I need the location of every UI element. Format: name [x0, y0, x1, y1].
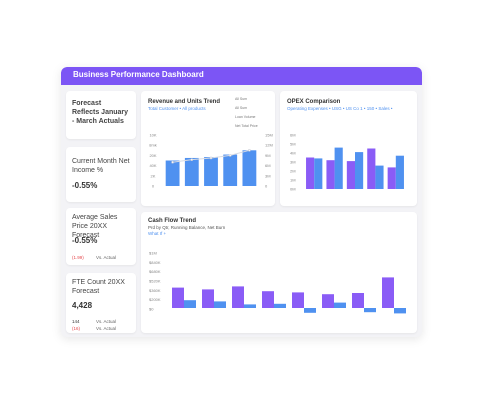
cashflow-bar: [244, 304, 256, 308]
cashflow-bar: [334, 302, 346, 308]
opex-panel: OPEX Comparison Operating Expenses • USG…: [280, 91, 417, 206]
opex-axis-tick-label: 6M: [290, 133, 296, 138]
opex-chart: 6M 5M 4M 3M 2M 1M 0M: [290, 133, 404, 192]
cashflow-bar: [214, 301, 226, 308]
kpi-net-income-title: Current Month Net Income %: [72, 158, 130, 174]
cashflow-chart: $1M $840K $680K $520K $360K $200K $0: [149, 251, 406, 314]
revenue-bar: [184, 157, 199, 186]
cashflow-axis-tick-label: $840K: [149, 260, 161, 265]
revenue-chart: 10K 8mk 20K 40K 2K 0 15M 12M 9M 6M 3M 0: [149, 133, 273, 189]
revenue-bar: [204, 157, 218, 186]
units-point: [190, 158, 194, 161]
revenue-right-tick-label: 3M: [265, 173, 271, 178]
cashflow-axis-tick-label: $200K: [149, 297, 161, 302]
revenue-legend-1: All Sum: [235, 97, 248, 101]
kpi-net-income-card[interactable]: Current Month Net Income % -0.55%: [66, 147, 136, 202]
kpi-avg-price-card[interactable]: Average Sales Price 20XX Forecast -0.55%…: [66, 208, 136, 265]
cashflow-bar: [364, 308, 376, 313]
app-title: Business Performance Dashboard: [73, 70, 204, 79]
kpi-net-income-value: -0.55%: [72, 181, 98, 190]
kpi-avg-price-delta-label: Vs. Actual: [96, 255, 117, 260]
cashflow-bar: [184, 300, 196, 308]
revenue-left-tick-label: 10K: [149, 133, 156, 138]
cashflow-bar: [172, 287, 184, 308]
opex-axis-tick-label: 0M: [290, 187, 296, 192]
opex-title: OPEX Comparison: [287, 99, 341, 105]
opex-bar: [387, 167, 396, 189]
cashflow-bar: [382, 277, 394, 308]
cashflow-bar: [262, 291, 274, 308]
revenue-left-tick-label: 40K: [149, 163, 156, 168]
units-point: [209, 156, 213, 160]
cashflow-axis-tick-label: $680K: [149, 269, 161, 274]
cashflow-bar: [292, 292, 304, 308]
cashflow-bar: [322, 294, 334, 308]
opex-bar: [375, 165, 384, 189]
revenue-bar: [165, 160, 180, 186]
revenue-right-tick-label: 12M: [265, 143, 273, 148]
revenue-left-tick-label: 0: [152, 184, 155, 189]
kpi-fte-card[interactable]: FTE Count 20XX Forecast 4,428 144 Vs. Ac…: [66, 273, 136, 333]
what-if-link[interactable]: What If +: [148, 231, 167, 236]
opex-bar: [314, 158, 323, 189]
revenue-title: Revenue and Units Trend: [148, 99, 221, 105]
cashflow-bar: [232, 286, 244, 308]
opex-axis-tick-label: 4M: [290, 151, 296, 156]
units-point: [228, 154, 232, 157]
cashflow-title: Cash Flow Trend: [148, 218, 197, 224]
kpi-forecast-card[interactable]: Forecast Reflects January - March Actual…: [66, 91, 136, 139]
opex-axis-tick-label: 5M: [290, 142, 296, 147]
revenue-legend-4: Net Total Price: [235, 124, 258, 128]
kpi-fte-delta-1: 144: [72, 319, 80, 324]
revenue-right-tick-label: 15M: [265, 133, 273, 138]
kpi-avg-price-value: -0.55%: [72, 236, 98, 245]
kpi-fte-delta-2: (16): [72, 326, 81, 331]
opex-axis-tick-label: 2M: [290, 169, 296, 174]
cashflow-bar: [394, 308, 406, 314]
revenue-filters[interactable]: Total Customer • All products: [148, 106, 206, 111]
cashflow-axis-tick-label: $360K: [149, 288, 161, 293]
cashflow-axis-tick-label: $520K: [149, 279, 161, 284]
opex-axis-tick-label: 1M: [290, 178, 296, 183]
revenue-left-tick-label: 8mk: [149, 143, 157, 148]
opex-bar: [367, 148, 376, 189]
revenue-right-tick-label: 6M: [265, 163, 271, 168]
opex-filters[interactable]: Operating Expenses • USG • US Co 1 • 150…: [287, 106, 393, 111]
units-point: [248, 148, 251, 152]
revenue-bar: [242, 150, 257, 186]
opex-bar: [346, 161, 355, 189]
cashflow-bar: [274, 303, 286, 308]
kpi-avg-price-title: Average Sales Price 20XX Forecast: [72, 214, 118, 239]
opex-bar: [306, 157, 315, 189]
kpi-forecast-title: Forecast Reflects January - March Actual…: [72, 100, 129, 125]
opex-bar: [395, 155, 404, 189]
revenue-left-tick-label: 20K: [149, 153, 156, 158]
kpi-fte-delta-label-2: Vs. Actual: [96, 326, 117, 331]
kpi-fte-delta-label-1: Vs. Actual: [96, 319, 117, 324]
cashflow-axis-tick-label: $1M: [149, 251, 157, 256]
cashflow-axis-tick-label: $0: [149, 307, 154, 312]
revenue-units-panel: Revenue and Units Trend Total Customer •…: [141, 91, 275, 206]
opex-axis-tick-label: 3M: [290, 160, 296, 165]
opex-bar: [334, 147, 343, 189]
revenue-right-tick-label: 9M: [265, 153, 271, 158]
cashflow-bar: [352, 293, 364, 308]
opex-bar: [326, 160, 335, 189]
kpi-avg-price-delta: (1.99): [72, 255, 84, 260]
revenue-right-tick-label: 0: [265, 184, 268, 189]
revenue-bar: [223, 154, 238, 186]
cashflow-bar: [304, 308, 316, 313]
cashflow-subtitle: Prd by Qtr, Running Balance, Net Burn: [148, 225, 226, 230]
revenue-legend-3: Loan Volume: [235, 115, 256, 119]
units-point: [171, 160, 174, 164]
revenue-legend-2: All Sum: [235, 106, 248, 110]
cash-flow-panel: Cash Flow Trend Prd by Qtr, Running Bala…: [141, 212, 417, 333]
kpi-fte-title: FTE Count 20XX Forecast: [72, 279, 125, 295]
cashflow-bar: [202, 289, 214, 308]
kpi-fte-value: 4,428: [72, 301, 93, 310]
opex-bar: [355, 152, 364, 189]
dashboard-window: Business Performance Dashboard Forecast …: [61, 67, 422, 337]
title-bar: Business Performance Dashboard: [61, 67, 422, 85]
revenue-left-tick-label: 2K: [151, 173, 156, 178]
